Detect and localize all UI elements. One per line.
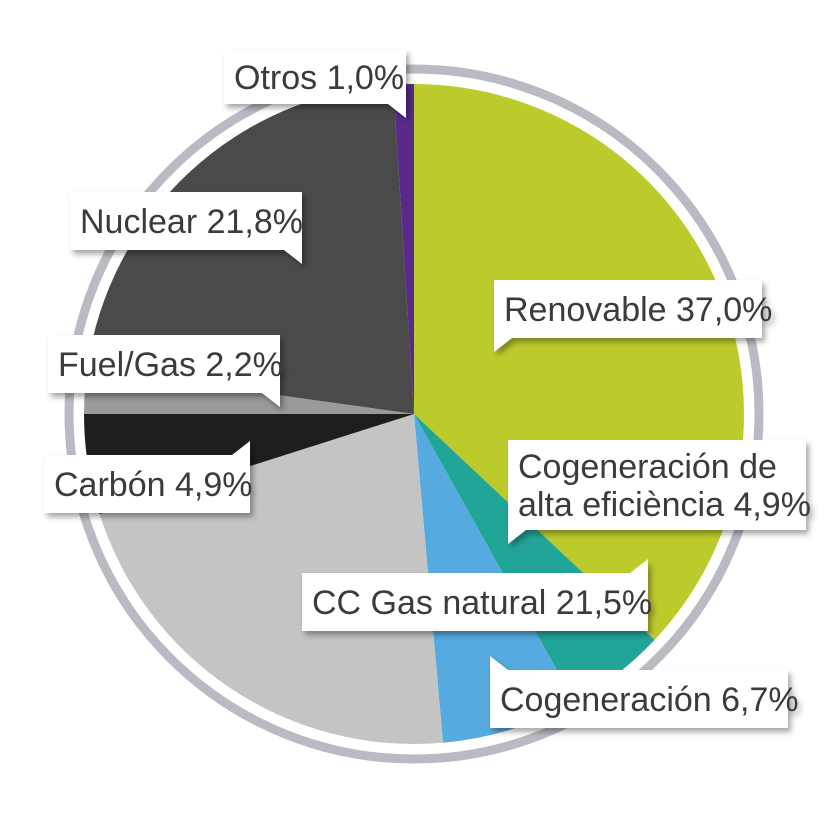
- pie-label-text: CC Gas natural 21,5%: [312, 584, 652, 622]
- pie-slice-otros: [393, 84, 414, 414]
- pie-label-box: [302, 559, 648, 631]
- pie-label-cogeneracion: Cogeneración 6,7%: [490, 656, 799, 728]
- pie-label-box: [44, 441, 250, 513]
- pie-label-cc-gas-natural: CC Gas natural 21,5%: [302, 559, 652, 631]
- pie-label-text: Renovable 37,0%: [504, 291, 772, 329]
- pie-label-box: [224, 50, 406, 118]
- pie-label-text: Cogeneración 6,7%: [500, 681, 799, 719]
- pie-label-box: [70, 192, 302, 264]
- pie-label-otros: Otros 1,0%: [224, 50, 406, 118]
- pie-label-text: Carbón 4,9%: [54, 466, 252, 504]
- pie-slices: [84, 84, 744, 744]
- pie-label-text: Nuclear 21,8%: [80, 203, 303, 241]
- pie-label-box: [48, 335, 280, 407]
- pie-label-text: alta eficiència 4,9%: [518, 486, 811, 524]
- pie-label-box: [494, 280, 762, 352]
- pie-label-box: [508, 440, 806, 544]
- pie-label-text: Cogeneración de: [518, 448, 777, 486]
- pie-label-nuclear: Nuclear 21,8%: [70, 192, 303, 264]
- pie-label-renovable: Renovable 37,0%: [494, 280, 772, 352]
- pie-label-fuel-gas: Fuel/Gas 2,2%: [48, 335, 283, 407]
- pie-label-text: Fuel/Gas 2,2%: [58, 346, 283, 384]
- pie-label-text: Otros 1,0%: [234, 59, 404, 97]
- pie-label-box: [490, 656, 788, 728]
- pie-label-carbon: Carbón 4,9%: [44, 441, 252, 513]
